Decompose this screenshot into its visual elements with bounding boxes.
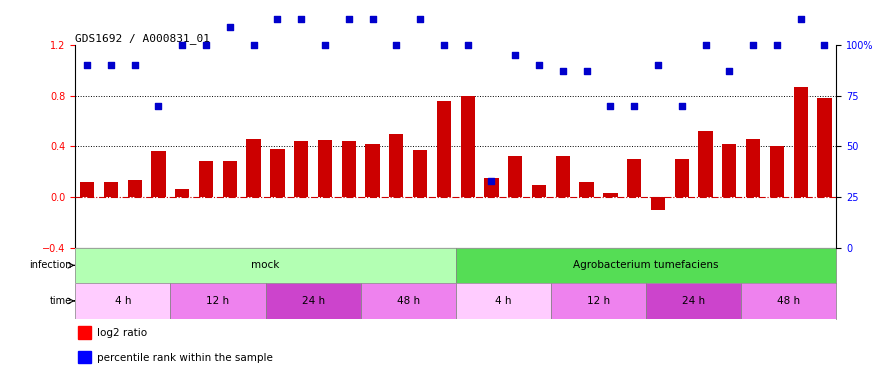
Point: [532, 62, 546, 68]
Point: [223, 24, 237, 30]
Point: [151, 103, 165, 109]
Bar: [556, 156, 570, 197]
Text: 12 h: 12 h: [587, 296, 610, 306]
Point: [199, 42, 213, 48]
Point: [175, 42, 189, 48]
Bar: [436, 100, 451, 197]
Bar: [794, 87, 808, 197]
Text: infection: infection: [29, 260, 72, 270]
Bar: [741, 283, 836, 319]
Bar: [770, 146, 784, 197]
Bar: [604, 193, 618, 197]
Point: [770, 42, 784, 48]
Bar: [460, 96, 474, 197]
Point: [413, 16, 427, 22]
Bar: [342, 141, 356, 197]
Text: 4 h: 4 h: [114, 296, 131, 306]
Text: GDS1692 / A000831_01: GDS1692 / A000831_01: [75, 33, 211, 44]
Bar: [456, 283, 550, 319]
Bar: [80, 182, 94, 197]
Point: [389, 42, 404, 48]
Bar: [270, 149, 284, 197]
Point: [270, 16, 284, 22]
Point: [627, 103, 642, 109]
Point: [650, 62, 665, 68]
Bar: [646, 283, 742, 319]
Bar: [722, 144, 736, 197]
Bar: [78, 326, 91, 339]
Bar: [650, 197, 665, 210]
Point: [818, 42, 832, 48]
Point: [318, 42, 332, 48]
Point: [366, 16, 380, 22]
Bar: [746, 139, 760, 197]
Bar: [550, 283, 646, 319]
Bar: [294, 141, 308, 197]
Text: 4 h: 4 h: [495, 296, 512, 306]
Bar: [104, 182, 118, 197]
Text: time: time: [50, 296, 72, 306]
Bar: [318, 140, 332, 197]
Text: 24 h: 24 h: [682, 296, 705, 306]
Bar: [199, 161, 213, 197]
Bar: [223, 161, 237, 197]
Bar: [627, 159, 642, 197]
Text: 48 h: 48 h: [777, 296, 800, 306]
Point: [722, 68, 736, 74]
Text: 24 h: 24 h: [302, 296, 325, 306]
Point: [674, 103, 689, 109]
Point: [80, 62, 94, 68]
Bar: [246, 139, 261, 197]
Bar: [508, 156, 522, 197]
Point: [604, 103, 618, 109]
Bar: [698, 131, 712, 197]
Point: [294, 16, 308, 22]
Bar: [170, 283, 266, 319]
Point: [247, 42, 261, 48]
Bar: [366, 144, 380, 197]
Bar: [532, 186, 546, 197]
Bar: [78, 351, 91, 363]
Point: [460, 42, 474, 48]
Point: [794, 16, 808, 22]
Bar: [266, 283, 361, 319]
Point: [127, 62, 142, 68]
Bar: [817, 98, 832, 197]
Text: 12 h: 12 h: [206, 296, 229, 306]
Bar: [151, 151, 165, 197]
Point: [342, 16, 356, 22]
Bar: [127, 180, 142, 197]
Bar: [361, 283, 456, 319]
Text: 48 h: 48 h: [396, 296, 419, 306]
Point: [698, 42, 712, 48]
Text: log2 ratio: log2 ratio: [96, 328, 147, 339]
Text: percentile rank within the sample: percentile rank within the sample: [96, 353, 273, 363]
Bar: [456, 248, 836, 283]
Point: [104, 62, 118, 68]
Text: mock: mock: [251, 260, 280, 270]
Point: [437, 42, 451, 48]
Point: [580, 68, 594, 74]
Bar: [389, 134, 404, 197]
Bar: [413, 150, 427, 197]
Point: [484, 178, 498, 184]
Bar: [580, 182, 594, 197]
Point: [556, 68, 570, 74]
Point: [508, 52, 522, 58]
Bar: [75, 248, 456, 283]
Bar: [674, 159, 689, 197]
Text: Agrobacterium tumefaciens: Agrobacterium tumefaciens: [573, 260, 719, 270]
Bar: [484, 178, 498, 197]
Bar: [175, 189, 189, 197]
Bar: [75, 283, 170, 319]
Point: [746, 42, 760, 48]
